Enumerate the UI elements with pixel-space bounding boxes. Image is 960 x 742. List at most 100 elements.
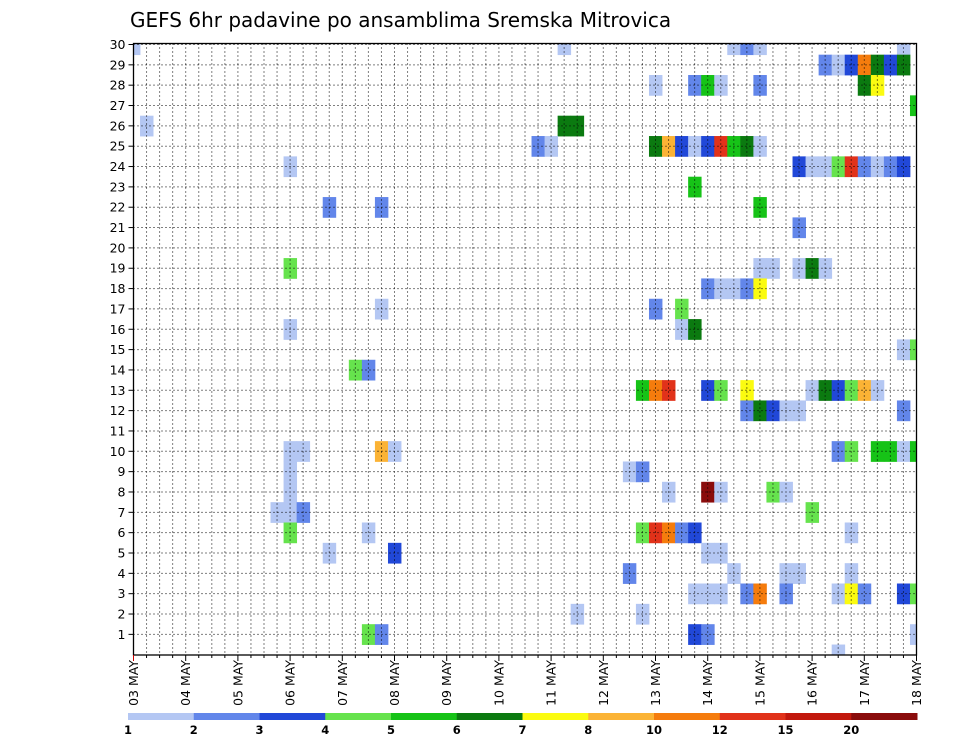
y-tick-label: 22 bbox=[110, 200, 126, 215]
heatmap-cell bbox=[896, 156, 911, 178]
heatmap-cell bbox=[361, 522, 376, 544]
heatmap-cell bbox=[322, 197, 337, 218]
x-tick-label: 13 MAY bbox=[648, 660, 663, 706]
heatmap-cell bbox=[544, 136, 559, 157]
heatmap-cell bbox=[896, 43, 911, 56]
heatmap-cell bbox=[648, 522, 663, 544]
heatmap-cell bbox=[883, 156, 898, 178]
heatmap-cell bbox=[662, 136, 676, 157]
x-tick-label: 09 MAY bbox=[439, 660, 454, 706]
heatmap-cell bbox=[714, 278, 728, 300]
y-tick-label: 28 bbox=[110, 78, 126, 93]
colorbar-segment bbox=[193, 713, 260, 720]
x-tick-label: 06 MAY bbox=[283, 660, 298, 706]
y-tick-label: 26 bbox=[110, 118, 126, 133]
colorbar-segment bbox=[588, 713, 655, 720]
heatmap-cell bbox=[792, 156, 806, 178]
y-tick-label: 7 bbox=[118, 505, 126, 520]
heatmap-cell bbox=[740, 43, 754, 56]
colorbar-segment bbox=[785, 713, 852, 720]
colorbar-tick-label: 2 bbox=[190, 723, 198, 737]
colorbar-segment bbox=[391, 713, 458, 720]
heatmap-cell bbox=[909, 583, 917, 605]
heatmap-cell bbox=[844, 563, 859, 584]
heatmap-cell bbox=[753, 197, 767, 218]
heatmap-cell bbox=[688, 75, 702, 96]
heatmap-cell bbox=[570, 115, 585, 137]
heatmap-cell bbox=[701, 136, 715, 157]
x-tick-label: 11 MAY bbox=[544, 660, 559, 706]
colorbar-tick-label: 3 bbox=[255, 723, 263, 737]
y-tick-label: 23 bbox=[110, 179, 126, 194]
heatmap-cell bbox=[740, 278, 754, 300]
heatmap-cell bbox=[753, 43, 767, 56]
heatmap-cell bbox=[361, 359, 376, 381]
heatmap-cell bbox=[648, 298, 663, 320]
heatmap-cell bbox=[688, 522, 702, 544]
heatmap-cell bbox=[753, 278, 767, 300]
colorbar-tick-label: 4 bbox=[321, 723, 329, 737]
heatmap-cell bbox=[805, 502, 820, 523]
x-tick-label: 07 MAY bbox=[335, 660, 350, 706]
colorbar-segment bbox=[259, 713, 326, 720]
heatmap-cell bbox=[701, 278, 715, 300]
y-tick-label: 16 bbox=[110, 322, 126, 337]
heatmap-cell bbox=[753, 75, 767, 96]
colorbar: 1 2 3 4 5 6 7 8 10 12 15 20 bbox=[124, 713, 918, 737]
y-tick-label: 19 bbox=[110, 261, 126, 276]
heatmap-cell bbox=[557, 115, 572, 137]
heatmap-cell bbox=[714, 583, 728, 605]
heatmap-cell bbox=[648, 136, 663, 157]
y-tick-label: 1 bbox=[118, 627, 126, 642]
x-tick-label: 17 MAY bbox=[857, 660, 872, 706]
y-tick-label: 2 bbox=[118, 607, 126, 622]
x-tick-label: 04 MAY bbox=[178, 660, 193, 706]
y-tick-label: 18 bbox=[110, 281, 126, 296]
heatmap-cell bbox=[753, 136, 767, 157]
y-tick-label: 11 bbox=[110, 423, 126, 438]
heatmap-cell bbox=[714, 542, 728, 564]
heatmap-cell bbox=[714, 136, 728, 157]
heatmap-cell bbox=[296, 502, 311, 523]
heatmap-cell bbox=[805, 156, 820, 178]
heatmap-cell bbox=[270, 502, 284, 523]
heatmap-cell bbox=[727, 43, 741, 56]
colorbar-segment bbox=[719, 713, 786, 720]
y-tick-label: 4 bbox=[118, 566, 126, 581]
heatmap-cell bbox=[348, 359, 363, 381]
colorbar-segment bbox=[654, 713, 721, 720]
y-axis: 1234567891011121314151617181920212223242… bbox=[110, 37, 134, 642]
x-tick-label: 05 MAY bbox=[230, 660, 245, 706]
y-tick-label: 10 bbox=[110, 444, 126, 459]
heatmap-cell bbox=[662, 522, 676, 544]
y-tick-label: 27 bbox=[110, 98, 126, 113]
heatmap-cell bbox=[909, 624, 917, 645]
heatmap-cell bbox=[896, 400, 911, 422]
colorbar-tick-label: 10 bbox=[646, 723, 662, 737]
colorbar-tick-label: 1 bbox=[124, 723, 132, 737]
heatmap-cell bbox=[740, 380, 754, 401]
colorbar-tick-label: 7 bbox=[518, 723, 526, 737]
heatmap-cell bbox=[844, 156, 859, 178]
y-tick-label: 25 bbox=[110, 139, 126, 154]
x-tick-label: 15 MAY bbox=[752, 660, 767, 706]
heatmap-cell bbox=[896, 54, 911, 76]
heatmap-cell bbox=[753, 400, 767, 422]
heatmap-cell bbox=[701, 624, 715, 645]
heatmap-cell bbox=[740, 400, 754, 422]
colorbar-tick-label: 6 bbox=[453, 723, 461, 737]
y-tick-label: 9 bbox=[118, 464, 126, 479]
heatmap-cell bbox=[818, 380, 833, 401]
colorbar-tick-label: 20 bbox=[843, 723, 859, 737]
x-tick-label: 08 MAY bbox=[387, 660, 402, 706]
heatmap-cell bbox=[322, 542, 337, 564]
heatmap-cell bbox=[818, 54, 833, 76]
heatmap-cell bbox=[805, 380, 820, 401]
heatmap-cell bbox=[909, 441, 917, 462]
heatmap-cell bbox=[857, 75, 872, 96]
y-tick-label: 6 bbox=[118, 525, 126, 540]
heatmap-cell bbox=[648, 75, 663, 96]
y-tick-label: 29 bbox=[110, 57, 126, 72]
heatmap-cell bbox=[361, 624, 376, 645]
